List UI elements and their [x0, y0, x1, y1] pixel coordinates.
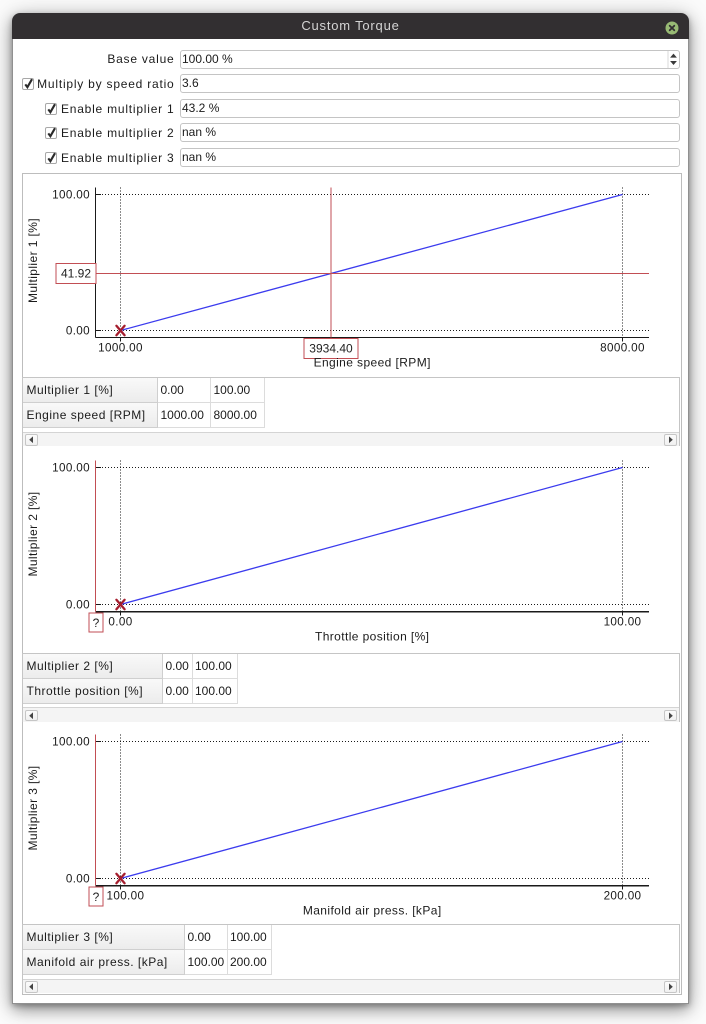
svg-text:100.00: 100.00 — [604, 615, 642, 628]
svg-text:200.00: 200.00 — [604, 889, 642, 902]
svg-text:100.00: 100.00 — [52, 462, 90, 475]
svg-text:1000.00: 1000.00 — [98, 341, 143, 354]
svg-text:?: ? — [93, 616, 100, 630]
svg-text:41.92: 41.92 — [61, 267, 91, 281]
svg-text:8000.00: 8000.00 — [600, 341, 645, 354]
svg-text:Multiplier 2 [%]: Multiplier 2 [%] — [26, 491, 40, 576]
svg-text:Multiplier 3 [%]: Multiplier 3 [%] — [26, 765, 40, 850]
svg-text:3934.40: 3934.40 — [309, 342, 353, 356]
svg-text:0.00: 0.00 — [66, 599, 90, 612]
svg-text:0.00: 0.00 — [108, 615, 132, 628]
svg-text:100.00: 100.00 — [52, 736, 90, 749]
svg-text:0.00: 0.00 — [66, 325, 90, 338]
svg-text:Multiplier 1 [%]: Multiplier 1 [%] — [26, 218, 40, 303]
svg-text:100.00: 100.00 — [52, 189, 90, 202]
svg-text:Manifold air press. [kPa]: Manifold air press. [kPa] — [303, 904, 442, 918]
svg-text:100.00: 100.00 — [107, 889, 145, 902]
svg-text:?: ? — [93, 890, 100, 904]
svg-text:Engine speed [RPM]: Engine speed [RPM] — [314, 356, 431, 370]
svg-text:Throttle position [%]: Throttle position [%] — [315, 630, 429, 644]
svg-text:0.00: 0.00 — [66, 873, 90, 886]
